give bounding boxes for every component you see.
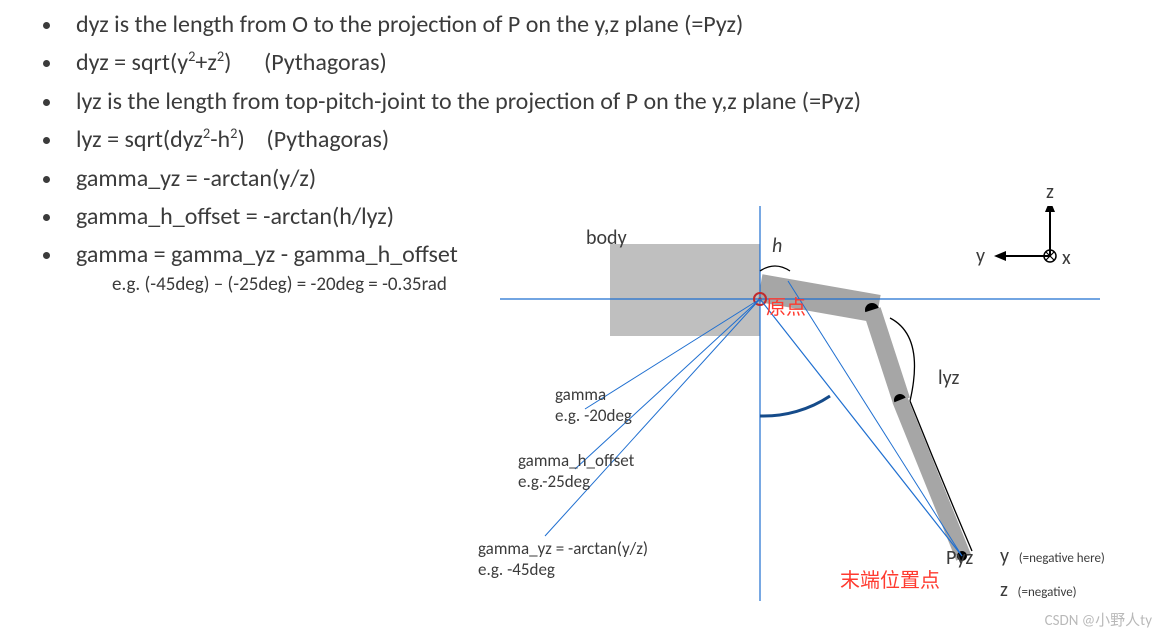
bullet-4: lyz = sqrt(dyz2-h2) (Pythagoras): [64, 121, 1166, 159]
angle-arc: [760, 396, 830, 416]
bullet-2: dyz = sqrt(y2+z2) (Pythagoras): [64, 44, 1166, 82]
endpt-cn-label: 末端位置点: [840, 564, 940, 593]
side-z: z (=negative): [1000, 578, 1077, 602]
gamma-label: gamma e.g. -20deg: [555, 384, 632, 427]
bullet-1: dyz is the length from O to the projecti…: [64, 6, 1166, 44]
bullet-1-text: dyz is the length from O to the projecti…: [76, 10, 743, 39]
side-y: y (=negative here): [1000, 544, 1105, 568]
lyz-label: lyz: [938, 366, 959, 390]
bullet-3: lyz is the length from top-pitch-joint t…: [64, 83, 1166, 121]
axes-icon: [994, 206, 1056, 262]
bullet-5: gamma_yz = -arctan(y/z): [64, 160, 1166, 198]
lower-limb: [893, 397, 972, 561]
kinematics-diagram: z y x body h lyz 原点 gamma e.g. -20deg ga…: [460, 206, 1160, 626]
mid-limb: [863, 307, 909, 403]
watermark: CSDN @小野人ty: [1045, 609, 1152, 630]
origin-cn-label: 原点: [766, 291, 806, 320]
gho-label: gamma_h_offset e.g.-25deg: [518, 450, 634, 493]
body-rect: [610, 244, 760, 336]
axis-z-label: z: [1046, 180, 1054, 204]
axis-y-label: y: [976, 244, 985, 268]
body-label: body: [586, 226, 627, 250]
gyz-label: gamma_yz = -arctan(y/z) e.g. -45deg: [478, 538, 648, 581]
h-brace: [760, 266, 790, 271]
dyz-line: [760, 299, 962, 556]
pyz-label: Pyz: [946, 546, 973, 570]
axis-x-label: x: [1062, 246, 1071, 270]
h-label: h: [772, 234, 782, 258]
